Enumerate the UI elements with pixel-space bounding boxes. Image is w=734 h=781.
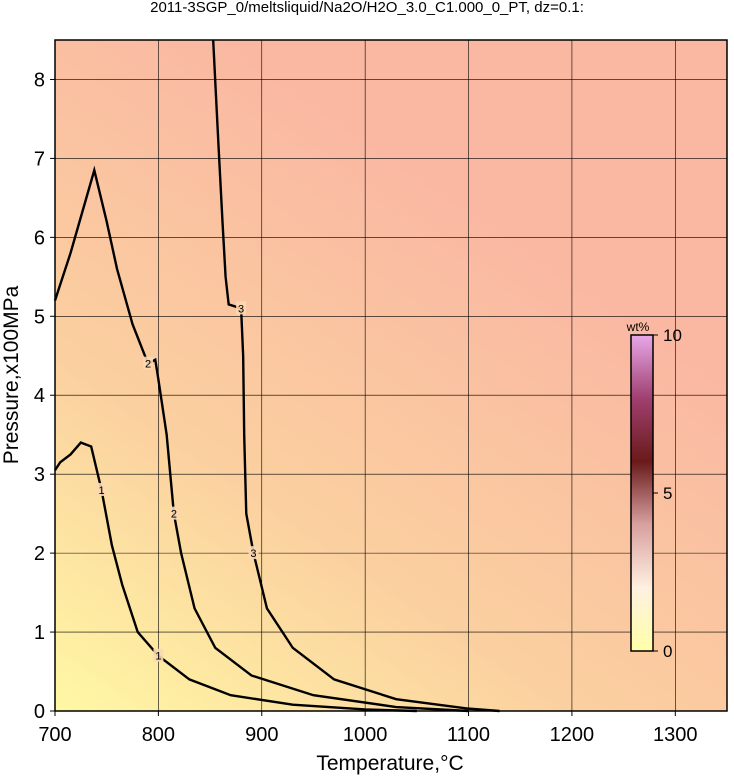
contour-line	[53, 441, 417, 713]
colorbar-title: wt%	[626, 320, 650, 334]
colorbar-tick-label: 0	[663, 642, 672, 661]
x-axis-title: Temperature,°C	[316, 752, 463, 775]
y-tick-label: 1	[34, 622, 45, 644]
contour-label-bg	[248, 546, 259, 560]
y-tick-label: 5	[34, 306, 45, 328]
y-tick-label: 0	[34, 701, 45, 723]
x-tick-label: 700	[38, 724, 71, 746]
contour-label: 3	[250, 548, 256, 560]
plot-background	[55, 40, 727, 711]
y-tick-label: 6	[34, 227, 45, 249]
colorbar	[630, 334, 654, 652]
y-tick-label: 7	[34, 148, 45, 170]
y-tick-label: 3	[34, 464, 45, 486]
contour-label-bg	[96, 482, 107, 496]
x-tick-label: 1000	[343, 724, 388, 746]
contour-label-bg	[168, 506, 179, 520]
colorbar-tick-label: 10	[663, 326, 682, 345]
x-tick-label: 800	[142, 724, 175, 746]
contour-label-bg	[143, 356, 154, 370]
x-tick-label: 1300	[653, 724, 698, 746]
contour-line	[53, 165, 469, 713]
chart-title: 2011-3SGP_0/meltsliquid/Na2O/H2O_3.0_C1.…	[150, 0, 584, 16]
contour-label: 1	[155, 651, 161, 663]
contour-label-bg	[236, 301, 247, 315]
y-tick-label: 2	[34, 543, 45, 565]
contour-label: 2	[171, 509, 177, 521]
contour-line	[211, 39, 500, 713]
y-tick-label: 4	[34, 385, 45, 407]
contour-label: 2	[145, 359, 151, 371]
colorbar-tick-label: 5	[663, 484, 672, 503]
x-tick-label: 1100	[447, 724, 490, 746]
plot-frame	[54, 39, 728, 712]
x-tick-label: 1200	[550, 724, 595, 746]
y-tick-label: 8	[34, 69, 45, 91]
contour-label-bg	[153, 648, 164, 662]
y-axis-title: Pressure,x100MPa	[0, 285, 23, 464]
contour-label: 1	[98, 485, 104, 497]
x-tick-label: 900	[245, 724, 278, 746]
contour-label: 3	[238, 303, 244, 315]
